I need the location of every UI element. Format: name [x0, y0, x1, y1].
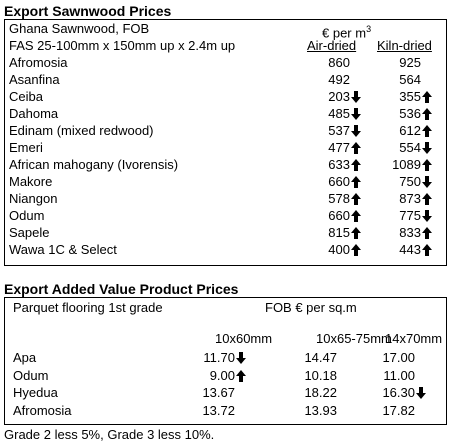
kiln-dried-price: 355	[399, 89, 421, 104]
size-header: 10x60mm	[215, 331, 273, 346]
trend-arrow-up	[422, 244, 432, 256]
air-dried-price: 485	[328, 106, 350, 121]
air-dried-price: 578	[328, 191, 350, 206]
kiln-dried-price: 1089	[392, 157, 421, 172]
product-name: Apa	[13, 350, 37, 365]
header-unit: € per m3	[322, 21, 371, 41]
size-header: 14x70mm	[385, 331, 443, 346]
air-dried-price: 660	[328, 208, 350, 223]
unit-sup: 3	[366, 24, 372, 34]
species-name: African mahogany (Ivorensis)	[9, 157, 179, 172]
header-spec: FAS 25-100mm x 150mm up x 2.4m up	[9, 38, 236, 53]
trend-arrow-up	[422, 159, 432, 171]
kiln-dried-price: 564	[399, 72, 421, 87]
trend-arrow-down	[416, 387, 426, 399]
kiln-dried-price: 775	[399, 208, 421, 223]
price: 9.00	[209, 367, 235, 383]
trend-arrow-up	[351, 159, 361, 171]
species-name: Asanfina	[9, 72, 60, 87]
product-name: Hyedua	[13, 385, 58, 400]
header-origin: Ghana Sawnwood, FOB	[9, 21, 150, 36]
species-name: Dahoma	[9, 106, 59, 121]
price: 14.47	[304, 350, 337, 365]
trend-arrow-up	[351, 210, 361, 222]
section-title: Export Sawnwood Prices	[4, 3, 172, 19]
trend-arrow-up	[351, 142, 361, 154]
species-name: Ceiba	[9, 89, 43, 104]
kiln-dried-price: 443	[399, 242, 421, 257]
trend-arrow-up	[422, 227, 432, 239]
species-name: Sapele	[9, 225, 50, 240]
table-border	[4, 19, 447, 266]
kiln-dried-price: 536	[399, 106, 421, 121]
trend-arrow-up	[422, 91, 432, 103]
price: 18.22	[304, 385, 337, 400]
price: 17.82	[382, 402, 415, 418]
trend-arrow-up	[422, 193, 432, 205]
product-name: Afromosia	[13, 402, 72, 418]
price: 11.00	[383, 367, 415, 383]
species-name: Niangon	[9, 191, 58, 206]
species-name: Odum	[9, 208, 45, 223]
kiln-dried-price: 612	[399, 123, 421, 138]
price: 17.00	[382, 350, 415, 365]
price: 11.70	[203, 350, 235, 365]
trend-arrow-up	[422, 125, 432, 137]
footnote: Grade 2 less 5%, Grade 3 less 10%.	[4, 427, 215, 442]
species-name: Afromosia	[9, 55, 68, 70]
trend-arrow-up	[351, 176, 361, 188]
air-dried-price: 492	[328, 72, 350, 87]
air-dried-price: 860	[328, 55, 350, 70]
air-dried-price: 815	[328, 225, 350, 240]
price: 13.67	[202, 385, 235, 400]
trend-arrow-up	[351, 193, 361, 205]
table-border	[4, 297, 447, 425]
kiln-dried-price: 873	[399, 191, 421, 206]
header-kiln: Kiln-dried	[377, 38, 432, 53]
price: 13.72	[202, 402, 235, 418]
air-dried-price: 660	[328, 174, 350, 189]
price: 13.93	[304, 402, 337, 418]
price: 10.18	[304, 367, 337, 383]
trend-arrow-down	[351, 125, 361, 137]
species-name: Edinam (mixed redwood)	[9, 123, 154, 138]
species-name: Makore	[9, 174, 53, 189]
price: 16.30	[382, 385, 415, 400]
trend-arrow-down	[422, 142, 432, 154]
air-dried-price: 203	[328, 89, 350, 104]
trend-arrow-up	[236, 369, 246, 382]
trend-arrow-down	[351, 108, 361, 120]
species-name: Emeri	[9, 140, 43, 155]
kiln-dried-price: 554	[399, 140, 421, 155]
air-dried-price: 537	[328, 123, 350, 138]
air-dried-price: 633	[328, 157, 350, 172]
size-header: 10x65-75mm	[316, 331, 392, 346]
species-name: Wawa 1C & Select	[9, 242, 117, 257]
header-unit: FOB € per sq.m	[265, 300, 357, 315]
trend-arrow-up	[422, 108, 432, 120]
kiln-dried-price: 925	[399, 55, 421, 70]
trend-arrow-down	[422, 210, 432, 222]
trend-arrow-down	[422, 176, 432, 188]
unit: € per m	[322, 25, 367, 41]
trend-arrow-up	[351, 244, 361, 256]
section-title: Export Added Value Product Prices	[4, 281, 239, 297]
kiln-dried-price: 833	[399, 225, 421, 240]
header-product: Parquet flooring 1st grade	[13, 300, 163, 315]
header-air: Air-dried	[307, 38, 357, 53]
product-name: Odum	[13, 367, 49, 383]
trend-arrow-down	[236, 352, 246, 364]
air-dried-price: 477	[328, 140, 350, 155]
air-dried-price: 400	[328, 242, 350, 257]
kiln-dried-price: 750	[399, 174, 421, 189]
trend-arrow-up	[351, 227, 361, 239]
trend-arrow-down	[351, 91, 361, 103]
